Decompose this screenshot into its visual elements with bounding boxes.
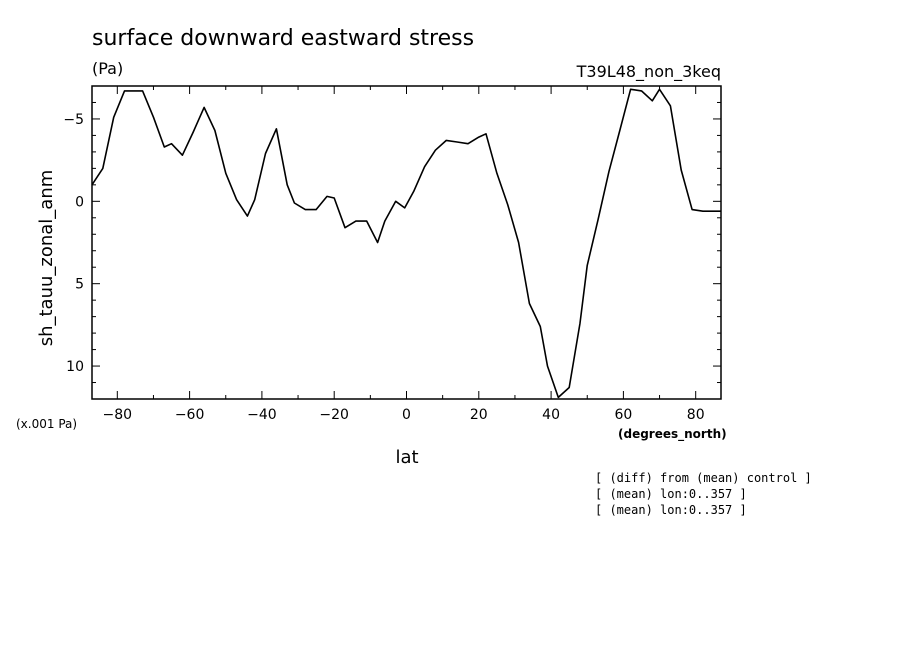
x-tick-label: 0 xyxy=(402,407,411,423)
x-tick-label: 20 xyxy=(470,407,488,423)
run-label: T39L48_non_3keq xyxy=(576,62,721,82)
y-axis-label: sh_tauu_zonal_anm xyxy=(36,170,57,347)
x-tick-label: 80 xyxy=(687,407,705,423)
y-tick-label: 5 xyxy=(75,277,84,293)
y-ticks: −5 0 5 10 xyxy=(63,101,721,384)
x-tick-label: −80 xyxy=(103,407,133,423)
x-ticks: −80 −60 −40 −20 0 20 40 60 80 xyxy=(103,86,705,423)
y-tick-label: −5 xyxy=(63,112,84,128)
x-tick-label: 60 xyxy=(614,407,632,423)
units-label: (Pa) xyxy=(92,59,123,78)
y-tick-label: 10 xyxy=(66,359,84,375)
chart-title: surface downward eastward stress xyxy=(92,26,474,51)
note-line-1: [ (diff) from (mean) control ] xyxy=(595,471,812,485)
series-line xyxy=(91,88,721,399)
x-tick-label: −60 xyxy=(175,407,205,423)
x-axis-label: lat xyxy=(395,447,418,468)
note-line-3: [ (mean) lon:0..357 ] xyxy=(595,503,747,517)
x-units-label: (degrees_north) xyxy=(618,427,727,442)
y-tick-label: 0 xyxy=(75,194,84,210)
note-line-2: [ (mean) lon:0..357 ] xyxy=(595,487,747,501)
x-tick-label: 40 xyxy=(542,407,560,423)
y-scale-note: (x.001 Pa) xyxy=(16,417,77,431)
plot-frame xyxy=(91,85,722,400)
x-tick-label: −20 xyxy=(319,407,349,423)
series-layer xyxy=(91,88,721,399)
x-tick-label: −40 xyxy=(247,407,277,423)
